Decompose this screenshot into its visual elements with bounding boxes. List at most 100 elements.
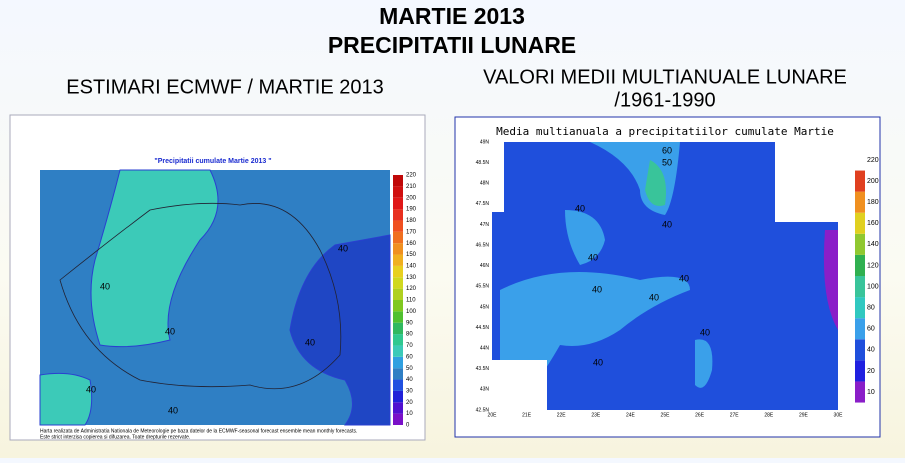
lat-label: 45N <box>480 304 490 310</box>
colorbar-swatch <box>393 288 403 300</box>
contour-label: 40 <box>168 405 178 415</box>
lat-label: 46.5N <box>476 242 490 248</box>
lat-label: 48N <box>480 181 490 187</box>
colorbar-swatch <box>393 402 403 414</box>
colorbar-label: 10 <box>867 389 875 396</box>
lon-label: 28E <box>764 412 774 418</box>
lon-label: 25E <box>661 412 671 418</box>
colorbar-label: 160 <box>867 220 879 227</box>
colorbar-label: 0 <box>406 423 410 429</box>
colorbar-label: 40 <box>867 347 875 354</box>
right-map <box>492 142 838 410</box>
colorbar-label: 20 <box>406 400 413 406</box>
colorbar-label: 210 <box>406 184 417 190</box>
lon-label: 27E <box>730 412 740 418</box>
contour-label: 40 <box>588 252 598 262</box>
contour-label: 40 <box>338 243 348 253</box>
colorbar-label: 10 <box>406 411 413 417</box>
title: MARTIE 2013 <box>379 3 525 29</box>
colorbar-label: 90 <box>406 320 413 326</box>
contour-label: 40 <box>593 357 603 367</box>
lat-label: 45.5N <box>476 284 490 290</box>
footnote: Este strict interzisa copierea si difuza… <box>40 434 190 440</box>
colorbar-label: 190 <box>406 207 417 213</box>
lat-label: 47N <box>480 222 490 228</box>
colorbar-swatch <box>393 231 403 244</box>
colorbar-label: 220 <box>867 157 879 164</box>
contour-label: 50 <box>662 157 672 167</box>
colorbar-label: 80 <box>867 304 875 311</box>
contour-label: 40 <box>165 326 175 336</box>
colorbar-swatch <box>855 339 865 361</box>
colorbar-label: 30 <box>406 388 413 394</box>
colorbar-label: 200 <box>867 178 879 185</box>
colorbar-label: 220 <box>406 173 417 179</box>
colorbar-swatch <box>393 390 403 403</box>
colorbar-swatch <box>393 197 403 210</box>
colorbar-label: 140 <box>406 263 417 269</box>
colorbar-label: 60 <box>406 354 413 360</box>
lon-label: 21E <box>522 412 532 418</box>
colorbar-label: 70 <box>406 343 413 349</box>
lon-label: 20E <box>488 412 498 418</box>
colorbar-label: 80 <box>406 332 413 338</box>
colorbar-label: 110 <box>406 298 416 304</box>
colorbar-swatch <box>855 212 865 234</box>
colorbar-swatch <box>393 300 403 312</box>
lat-label: 44.5N <box>476 325 490 331</box>
colorbar-label: 120 <box>867 262 879 269</box>
colorbar-label: 150 <box>406 252 417 258</box>
contour-label: 40 <box>100 281 110 291</box>
colorbar-swatch <box>855 360 865 382</box>
colorbar-label: 50 <box>406 366 413 372</box>
colorbar-swatch <box>855 297 865 319</box>
colorbar-swatch <box>393 254 403 266</box>
colorbar-swatch <box>393 265 403 278</box>
contour-label: 40 <box>592 284 602 294</box>
colorbar-label: 120 <box>406 286 417 292</box>
colorbar-swatch <box>393 356 403 369</box>
left-map <box>39 169 391 426</box>
colorbar-label: 200 <box>406 195 417 201</box>
colorbar-swatch <box>393 413 403 425</box>
contour-label: 40 <box>662 219 672 229</box>
colorbar-swatch <box>393 345 403 357</box>
right-heading: VALORI MEDII MULTIANUALE LUNARE <box>483 66 847 88</box>
colorbar-swatch <box>855 170 865 192</box>
colorbar-swatch <box>393 334 403 346</box>
colorbar-swatch <box>393 277 403 289</box>
contour-label: 60 <box>662 145 672 155</box>
colorbar-label: 20 <box>867 368 875 375</box>
lat-label: 47.5N <box>476 201 490 207</box>
colorbar-label: 100 <box>406 309 417 315</box>
contour-label: 40 <box>679 273 689 283</box>
colorbar-swatch <box>393 209 403 221</box>
lat-label: 42.5N <box>476 407 490 413</box>
colorbar-label: 60 <box>867 326 875 333</box>
colorbar-swatch <box>393 311 403 323</box>
lon-label: 26E <box>695 412 705 418</box>
lat-label: 43.5N <box>476 366 490 372</box>
colorbar-label: 180 <box>867 199 879 206</box>
colorbar-label: 180 <box>406 218 417 224</box>
lon-label: 29E <box>799 412 809 418</box>
colorbar-swatch <box>393 243 403 255</box>
contour-label: 40 <box>575 203 585 213</box>
lon-label: 23E <box>591 412 601 418</box>
colorbar-label: 130 <box>406 275 417 281</box>
contour-label: 40 <box>305 337 315 347</box>
colorbar-label: 40 <box>406 377 413 383</box>
colorbar-swatch <box>393 186 403 198</box>
lat-label: 43N <box>480 387 490 393</box>
map-title: "Precipitatii cumulate Martie 2013 " <box>154 158 271 165</box>
lat-label: 49N <box>480 139 490 145</box>
lat-label: 44N <box>480 345 490 351</box>
colorbar-swatch <box>855 233 865 255</box>
lon-label: 22E <box>557 412 567 418</box>
colorbar-label: 160 <box>406 241 417 247</box>
colorbar-swatch <box>393 322 403 335</box>
colorbar-swatch <box>393 220 403 232</box>
colorbar-swatch <box>855 191 865 213</box>
